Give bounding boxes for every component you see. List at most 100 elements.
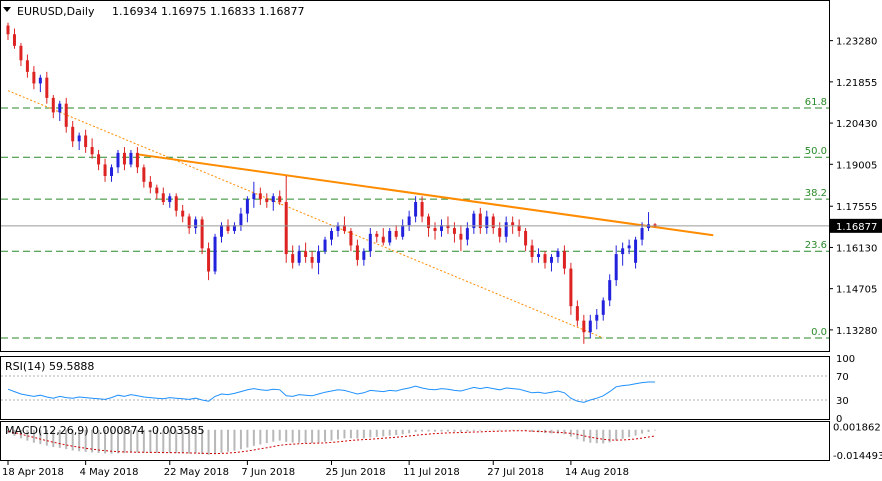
bear-candle [355, 245, 359, 260]
bull-candle [368, 233, 372, 252]
bull-candle [194, 219, 198, 229]
bear-candle [207, 248, 211, 272]
bear-candle [45, 77, 49, 98]
bull-candle [621, 248, 625, 255]
bear-candle [155, 187, 159, 194]
bear-candle [103, 164, 107, 176]
bear-candle [6, 25, 10, 35]
bear-candle [258, 193, 262, 200]
bear-candle [90, 147, 94, 155]
bear-candle [381, 236, 385, 243]
bull-candle [58, 103, 62, 113]
resistance-trendline [137, 153, 714, 237]
bull-candle [640, 228, 644, 240]
bear-candle [375, 233, 379, 237]
price-tick-label: 1.23280 [836, 37, 877, 48]
bear-candle [19, 45, 23, 61]
bull-candle [232, 225, 236, 231]
current-price-value: 1.16877 [836, 222, 877, 233]
bull-candle [537, 254, 541, 257]
bear-candle [148, 181, 152, 188]
bull-candle [634, 239, 638, 263]
macd-label: MACD(12,26,9) 0.000874 -0.003585 [5, 424, 204, 437]
bull-candle [388, 230, 392, 243]
bull-candle [220, 225, 224, 237]
bull-candle [439, 225, 443, 231]
bull-candle [38, 77, 42, 84]
time-tick-label: 7 Jun 2018 [241, 467, 295, 478]
bear-candle [310, 256, 314, 263]
bear-candle [291, 254, 295, 263]
bear-candle [569, 268, 573, 307]
price-tick-label: 1.14705 [836, 285, 877, 296]
bull-candle [627, 245, 631, 249]
bull-candle [323, 239, 327, 252]
collapse-arrow-icon[interactable] [3, 7, 11, 12]
time-axis: 18 Apr 2018 4 May 2018 22 May 2018 7 Jun 20… [2, 461, 629, 478]
dotted-trendline [7, 90, 604, 339]
price-tick-label: 1.16130 [836, 243, 877, 254]
bear-candle [84, 135, 88, 148]
bull-candle [317, 251, 321, 263]
bear-candle [181, 210, 185, 217]
bear-candle [304, 251, 308, 257]
bear-candle [122, 152, 126, 165]
macd-series [7, 429, 656, 455]
bear-candle [459, 233, 463, 240]
rsi-line [7, 381, 655, 403]
rsi-tick-label: 70 [836, 372, 849, 383]
bear-candle [653, 224, 657, 226]
bull-candle [601, 300, 605, 315]
rsi-tick-label: 30 [836, 396, 849, 407]
bear-candle [51, 97, 55, 113]
bull-candle [336, 225, 340, 231]
bear-candle [135, 152, 139, 168]
time-tick-label: 18 Apr 2018 [2, 467, 64, 478]
time-tick-label: 25 Jun 2018 [326, 467, 386, 478]
bear-candle [394, 230, 398, 237]
bull-candle [414, 202, 418, 217]
candles [6, 22, 657, 344]
macd-panel: 0.001862 -0.014493 MACD(12,26,9) 0.000874… [0, 421, 882, 462]
bull-candle [549, 256, 553, 263]
bear-candle [265, 199, 269, 203]
current-price-tag [830, 218, 882, 233]
bull-candle [472, 213, 476, 229]
macd-signal-line [7, 430, 656, 455]
fib-level-label: 0.0 [811, 327, 827, 338]
bull-candle [485, 216, 489, 229]
bull-candle [213, 236, 217, 272]
bear-candle [342, 225, 346, 231]
price-tick-label: 1.20430 [836, 119, 877, 130]
bear-candle [511, 222, 515, 226]
rsi-label: RSI(14) 59.5888 [5, 360, 94, 373]
bull-candle [252, 193, 256, 200]
bear-candle [452, 228, 456, 234]
fib-level-label: 61.8 [805, 97, 827, 108]
macd-axis: 0.001862 -0.014493 [833, 423, 882, 462]
bull-candle [608, 280, 612, 301]
bear-candle [200, 219, 204, 249]
bear-candle [97, 154, 101, 165]
fibonacci-levels: 61.8 50.0 38.2 23.6 0.0 [1, 97, 829, 339]
bear-candle [420, 202, 424, 217]
bull-candle [110, 167, 114, 176]
bear-candle [575, 306, 579, 321]
price-tick-label: 1.13280 [836, 326, 877, 337]
time-tick-label: 22 May 2018 [164, 467, 229, 478]
time-tick-label: 14 Aug 2018 [565, 467, 629, 478]
bear-candle [226, 225, 230, 231]
price-axis: 1.23280 1.21855 1.20430 1.19005 1.17555 1.161… [1, 37, 882, 337]
price-tick-label: 1.21855 [836, 78, 877, 89]
bull-candle [271, 196, 275, 203]
bull-candle [588, 320, 592, 333]
price-tick-label: 1.19005 [836, 160, 877, 171]
bear-candle [433, 228, 437, 231]
rsi-panel-frame [0, 356, 830, 420]
time-tick-label: 4 May 2018 [80, 467, 139, 478]
bear-candle [427, 216, 431, 229]
bear-candle [284, 202, 288, 255]
bull-candle [362, 251, 366, 260]
bull-candle [614, 254, 618, 281]
